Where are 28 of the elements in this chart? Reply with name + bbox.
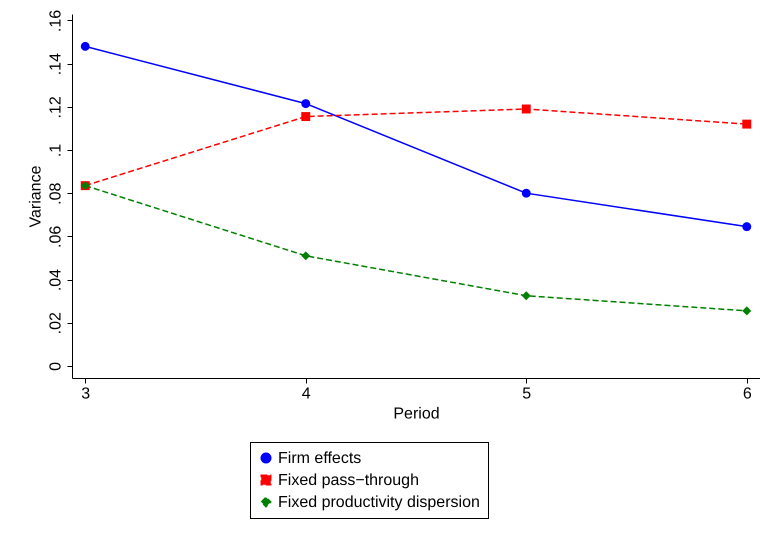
y-axis-title: Variance bbox=[28, 165, 44, 228]
point bbox=[742, 222, 752, 232]
x-tick-label: 6 bbox=[742, 386, 752, 402]
y-tick-label: .12 bbox=[48, 96, 64, 118]
point bbox=[742, 120, 752, 129]
x-tick-label: 3 bbox=[81, 386, 90, 402]
point bbox=[80, 42, 90, 51]
point bbox=[742, 306, 752, 316]
point bbox=[522, 188, 531, 198]
legend-label: Firm effects bbox=[278, 450, 362, 467]
point bbox=[301, 112, 310, 122]
y-tick-label: .06 bbox=[48, 226, 64, 248]
y-tick-label: .14 bbox=[48, 52, 64, 76]
y-tick-label: .1 bbox=[48, 144, 64, 158]
point bbox=[301, 99, 310, 108]
x-tick-label: 5 bbox=[522, 386, 532, 402]
y-tick-label: .08 bbox=[48, 182, 64, 205]
point bbox=[522, 104, 531, 114]
y-tick-label: .16 bbox=[48, 10, 64, 32]
y-tick-label: .02 bbox=[48, 312, 64, 334]
legend-label: Fixed productivity dispersion bbox=[278, 494, 480, 511]
point bbox=[301, 251, 310, 260]
y-tick-label: 0 bbox=[48, 362, 64, 371]
x-axis-title: Period bbox=[393, 406, 440, 422]
y-tick-label: .04 bbox=[48, 268, 64, 292]
x-tick-label: 4 bbox=[302, 386, 311, 402]
legend-label: Fixed pass−through bbox=[278, 472, 419, 489]
point bbox=[522, 291, 531, 300]
